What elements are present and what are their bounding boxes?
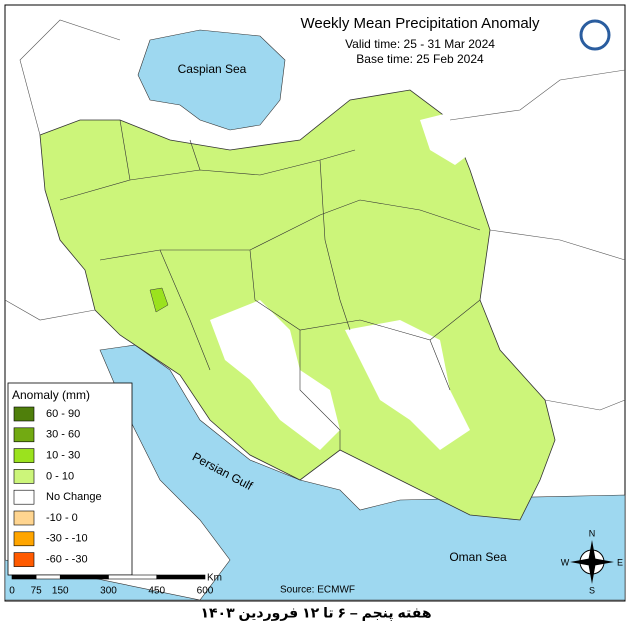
- logo: [579, 19, 611, 51]
- compass-label: E: [617, 557, 623, 567]
- caspian-sea: [137, 29, 286, 131]
- legend-label: 0 - 10: [46, 470, 74, 482]
- scale-label: 75: [31, 586, 43, 597]
- wetter-area: [149, 287, 169, 313]
- scale-unit: Km: [207, 573, 222, 584]
- legend-label: -10 - 0: [46, 512, 78, 524]
- valid-time: Valid time: 25 - 31 Mar 2024: [345, 37, 495, 51]
- footer: هفته پنجم – ۶ تا ۱۲ فروردین ۱۴۰۳: [200, 605, 431, 622]
- gulf-waters: [4, 344, 626, 601]
- scale-label: 0: [9, 586, 15, 597]
- legend-swatch: [13, 469, 35, 484]
- legend-swatch: [13, 510, 35, 526]
- legend-label: -30 - -10: [46, 533, 88, 545]
- sea-label: Oman Sea: [449, 550, 507, 564]
- legend-label: 10 - 30: [46, 450, 80, 462]
- compass-label: W: [561, 557, 570, 567]
- legend-label: -60 - -30: [46, 554, 88, 566]
- scale-segment: [35, 574, 61, 580]
- compass-label: S: [589, 585, 595, 595]
- legend-label: No Change: [46, 491, 102, 503]
- compass-label: N: [589, 528, 596, 538]
- province-borders: [59, 119, 481, 450]
- base-time: Base time: 25 Feb 2024: [356, 52, 484, 66]
- legend-title: Anomaly (mm): [12, 388, 90, 402]
- scale-segment: [59, 574, 109, 580]
- title: Weekly Mean Precipitation Anomaly: [300, 15, 540, 32]
- scale-label: 600: [197, 586, 214, 597]
- no-change-area: [345, 320, 470, 450]
- legend-swatch: [13, 448, 35, 463]
- scale-label: 300: [100, 586, 117, 597]
- compass-arrows: [570, 540, 614, 584]
- source: Source: ECMWF: [280, 585, 355, 596]
- no-change-area: [210, 300, 340, 450]
- scale-label: 450: [148, 586, 165, 597]
- legend-swatch: [13, 427, 35, 443]
- sea-label: Caspian Sea: [178, 62, 247, 76]
- scale-segment: [156, 574, 206, 580]
- legend-swatch: [13, 489, 35, 505]
- legend-label: 30 - 60: [46, 429, 80, 441]
- legend-swatch: [13, 552, 35, 567]
- scale-segment: [11, 574, 37, 580]
- legend-label: 60 - 90: [46, 408, 80, 420]
- legend-swatch: [13, 531, 35, 547]
- scale-segment: [108, 574, 158, 580]
- scale-label: 150: [52, 586, 69, 597]
- no-change-area: [420, 110, 475, 165]
- legend-swatch: [13, 406, 35, 422]
- country-borders: [4, 19, 626, 411]
